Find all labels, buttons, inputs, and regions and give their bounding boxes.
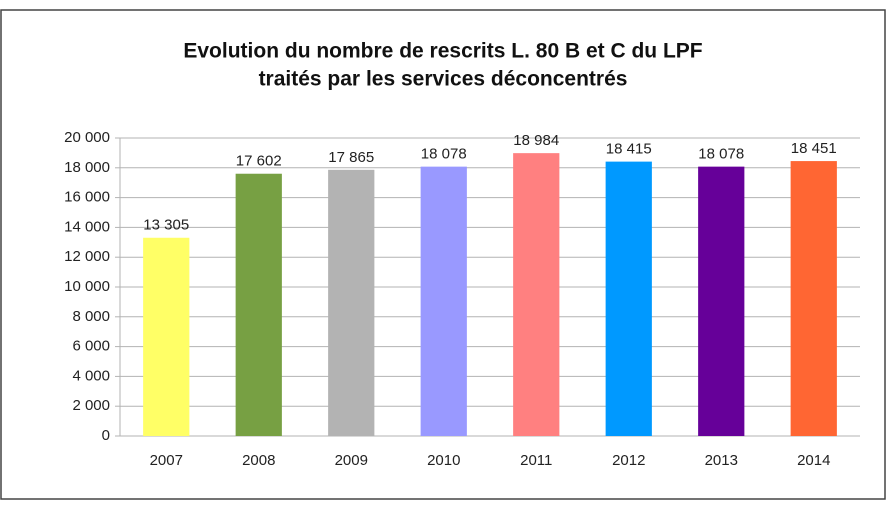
value-label: 18 451 [791, 140, 837, 157]
x-tick-label: 2010 [427, 452, 460, 469]
bar [513, 153, 560, 436]
y-tick-label: 14 000 [64, 218, 110, 235]
bar [143, 237, 190, 436]
y-tick-label: 4 000 [72, 367, 110, 384]
chart-title: traités par les services déconcentrés [259, 68, 628, 91]
y-tick-label: 16 000 [64, 189, 110, 206]
x-tick-label: 2012 [612, 452, 645, 469]
chart-title: Evolution du nombre de rescrits L. 80 B … [183, 40, 702, 63]
x-tick-label: 2011 [520, 452, 552, 469]
value-label: 18 415 [606, 141, 652, 158]
value-label: 18 078 [698, 146, 744, 163]
value-label: 18 984 [513, 132, 559, 149]
bar [235, 173, 282, 436]
y-tick-label: 10 000 [64, 278, 110, 295]
y-tick-label: 0 [102, 427, 110, 444]
y-tick-label: 2 000 [72, 397, 110, 414]
y-tick-label: 18 000 [64, 159, 110, 176]
bar [328, 169, 375, 436]
value-label: 17 602 [236, 153, 282, 170]
y-tick-label: 12 000 [64, 248, 110, 265]
value-label: 13 305 [143, 217, 189, 234]
x-tick-label: 2008 [242, 452, 275, 469]
y-tick-label: 6 000 [72, 338, 110, 355]
bar [790, 161, 837, 437]
bar [605, 161, 652, 436]
x-tick-label: 2007 [150, 452, 183, 469]
value-label: 18 078 [421, 146, 467, 163]
value-label: 17 865 [328, 149, 374, 166]
x-tick-label: 2014 [797, 452, 830, 469]
x-tick-label: 2013 [705, 452, 738, 469]
x-tick-label: 2009 [335, 452, 368, 469]
y-tick-label: 20 000 [64, 129, 110, 146]
y-tick-label: 8 000 [72, 308, 110, 325]
bar [420, 166, 467, 436]
bar [698, 166, 745, 436]
